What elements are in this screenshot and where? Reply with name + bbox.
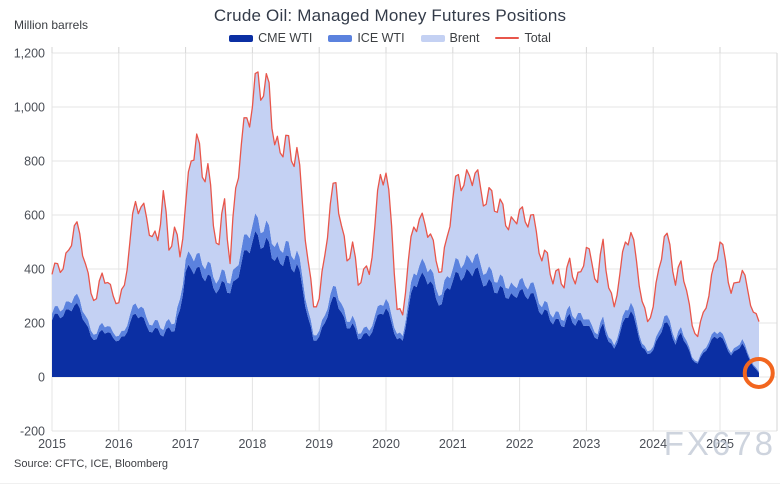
x-tick-label: 2015 [38,437,66,451]
y-tick-label: 200 [24,317,45,331]
page-title: Crude Oil: Managed Money Futures Positio… [213,6,567,25]
y-tick-label: 600 [24,209,45,223]
x-tick-label: 2022 [506,437,534,451]
watermark-text: FX678 [663,425,776,462]
x-tick-label: 2024 [639,437,667,451]
legend-item-brent: Brent [420,31,480,45]
source-label: Source: CFTC, ICE, Bloomberg [14,458,169,470]
legend-swatch-icon [495,37,520,39]
x-tick-label: 2019 [305,437,333,451]
legend-swatch-icon [328,34,353,42]
y-tick-label: 800 [24,155,45,169]
x-tick-label: 2016 [105,437,133,451]
annotation-circle [742,356,775,389]
legend-label: ICE WTI [357,31,405,45]
chart-legend: CME WTI ICE WTI Brent Total [0,31,780,45]
x-tick-label: 2017 [172,437,200,451]
y-tick-label: 400 [24,263,45,277]
area-cme-wti [52,231,759,377]
legend-swatch-icon [420,34,445,42]
x-tick-label: 2021 [439,437,467,451]
x-tick-label: 2020 [372,437,400,451]
x-tick-label: 2025 [706,437,734,451]
y-tick-label: -200 [20,425,45,439]
y-axis-unit-label: Million barrels [14,18,89,32]
legend-label: CME WTI [258,31,313,45]
area-brent [52,71,759,372]
y-tick-label: 0 [38,371,45,385]
y-tick-label: 1,200 [14,47,45,61]
legend-item-ice-wti: ICE WTI [328,31,405,45]
x-tick-label: 2018 [238,437,266,451]
legend-item-cme-wti: CME WTI [229,31,312,45]
y-tick-label: 1,000 [14,101,45,115]
legend-swatch-icon [229,34,254,42]
legend-item-total: Total [495,31,551,45]
line-total [51,71,760,338]
legend-label: Total [524,31,551,45]
x-tick-label: 2023 [572,437,600,451]
legend-label: Brent [449,31,480,45]
